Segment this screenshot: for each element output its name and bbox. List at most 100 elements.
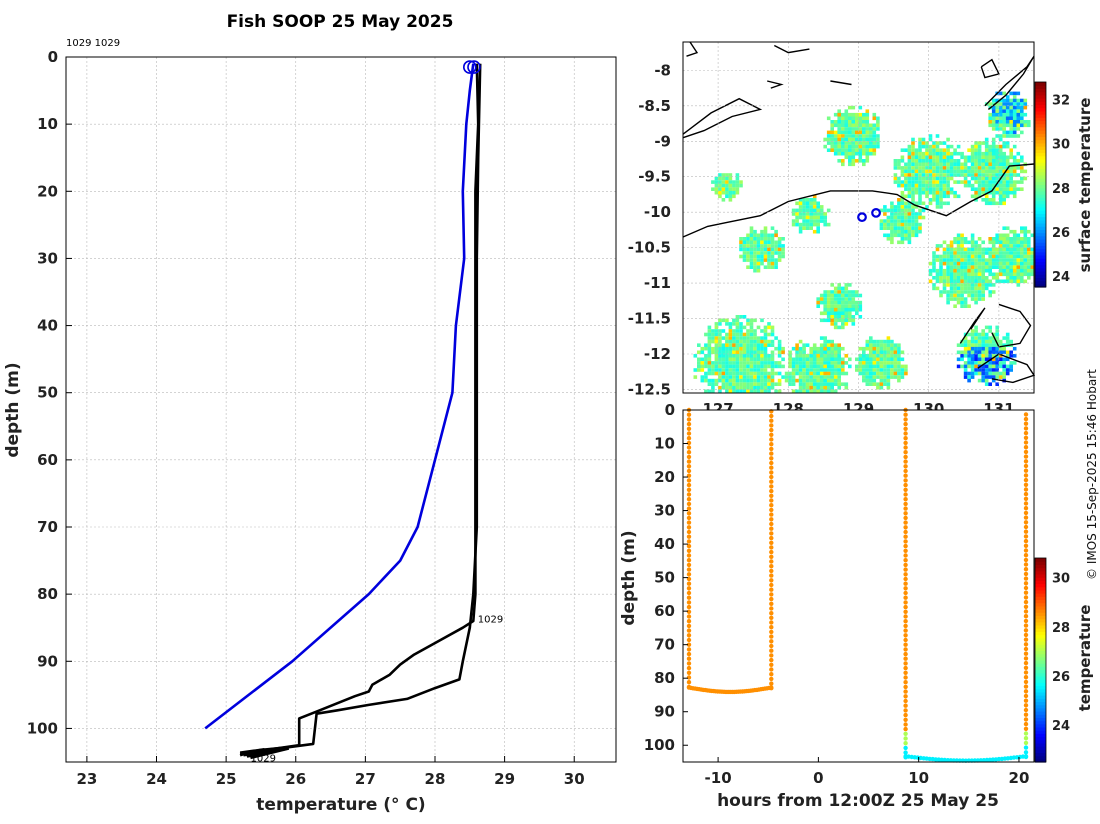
map-y-tick-label: -8 xyxy=(654,61,671,79)
profile-y-tick-label: 50 xyxy=(37,384,58,402)
sst-cell xyxy=(967,148,971,152)
sst-cell xyxy=(1020,272,1024,277)
sst-cell xyxy=(1009,368,1013,372)
map-colorbar-frame xyxy=(1034,81,1047,288)
sst-cell xyxy=(984,336,989,340)
sst-cell xyxy=(907,187,912,191)
sst-cell xyxy=(970,176,975,181)
map-colorbar-segment xyxy=(1035,82,1046,86)
sst-cell xyxy=(858,293,863,298)
sst-cell xyxy=(984,141,989,145)
sst-cell xyxy=(739,346,743,351)
sst-cell xyxy=(900,237,905,241)
track-x-tick-label: 20 xyxy=(1009,769,1030,787)
sst-cell xyxy=(749,251,754,255)
sst-cell xyxy=(816,219,820,223)
sst-cell xyxy=(826,300,831,305)
sst-cell xyxy=(746,237,750,241)
sst-cell xyxy=(918,155,922,160)
sst-cell xyxy=(833,112,838,117)
sst-cell xyxy=(935,258,940,262)
sst-cell xyxy=(862,357,866,362)
sst-cell xyxy=(742,343,747,347)
sst-cell xyxy=(904,183,908,188)
sst-cell xyxy=(749,247,754,252)
sst-cell xyxy=(823,389,827,394)
sst-cell xyxy=(953,162,957,167)
track-point xyxy=(1023,670,1029,675)
sst-cell xyxy=(914,212,919,216)
sst-cell xyxy=(918,226,922,230)
sst-cell xyxy=(921,159,926,163)
sst-heatmap xyxy=(693,91,1035,394)
sst-cell xyxy=(826,354,831,358)
sst-cell xyxy=(865,123,870,128)
sst-cell xyxy=(1005,226,1010,230)
sst-cell xyxy=(841,293,845,298)
sst-cell xyxy=(991,290,996,294)
sst-cell xyxy=(862,350,866,355)
sst-cell xyxy=(953,166,957,170)
sst-cell xyxy=(935,190,940,195)
sst-cell xyxy=(819,311,824,316)
sst-cell xyxy=(791,382,796,386)
sst-cell xyxy=(707,339,712,344)
sst-cell xyxy=(977,244,982,248)
sst-cell xyxy=(998,187,1003,191)
sst-cell xyxy=(956,194,961,199)
sst-cell xyxy=(841,311,845,316)
sst-cell xyxy=(893,162,898,167)
sst-cell xyxy=(991,237,996,241)
profile-grid xyxy=(66,56,616,762)
sst-cell xyxy=(907,222,912,227)
map-colorbar-segment xyxy=(1035,168,1046,173)
sst-cell xyxy=(823,219,827,223)
sst-cell xyxy=(911,229,915,234)
sst-cell xyxy=(855,364,859,369)
sst-cell xyxy=(963,272,968,277)
sst-cell xyxy=(932,162,936,167)
sst-cell xyxy=(991,247,996,252)
sst-cell xyxy=(753,346,757,351)
sst-cell xyxy=(932,283,936,287)
sst-cell xyxy=(749,382,754,386)
track-point xyxy=(903,647,908,652)
coastline-8 xyxy=(767,80,784,89)
sst-cell xyxy=(963,300,968,305)
sst-cell xyxy=(981,268,985,273)
sst-cell xyxy=(939,155,943,160)
sst-cell xyxy=(714,350,719,355)
sst-cell xyxy=(925,144,929,149)
sst-cell xyxy=(1016,251,1021,255)
sst-cell xyxy=(974,194,978,199)
sst-cell xyxy=(956,272,961,277)
sst-cell xyxy=(812,215,817,220)
sst-cell xyxy=(826,318,831,323)
track-colorbar-segment xyxy=(1035,698,1046,703)
sst-cell xyxy=(974,176,978,181)
sst-cell xyxy=(851,112,856,117)
sst-cell xyxy=(963,283,968,287)
sst-cell xyxy=(841,357,845,362)
sst-cell xyxy=(837,357,841,362)
sst-cell xyxy=(1005,130,1010,135)
sst-cell xyxy=(942,258,947,262)
sst-cell xyxy=(1002,109,1006,113)
sst-cell xyxy=(970,244,975,248)
sst-cell xyxy=(795,208,799,213)
sst-cell xyxy=(844,307,849,312)
track-point xyxy=(686,628,692,633)
sst-cell xyxy=(869,357,873,362)
track-point xyxy=(1023,604,1029,609)
sst-cell xyxy=(974,254,978,259)
sst-cell xyxy=(805,222,810,227)
sst-cell xyxy=(823,364,827,369)
track-colorbar-segment xyxy=(1035,634,1046,639)
sst-cell xyxy=(872,346,877,351)
sst-cell xyxy=(732,371,736,376)
sst-cell xyxy=(998,173,1003,177)
sst-cell xyxy=(1009,258,1013,262)
sst-cell xyxy=(1020,258,1024,262)
sst-cell xyxy=(732,329,736,333)
